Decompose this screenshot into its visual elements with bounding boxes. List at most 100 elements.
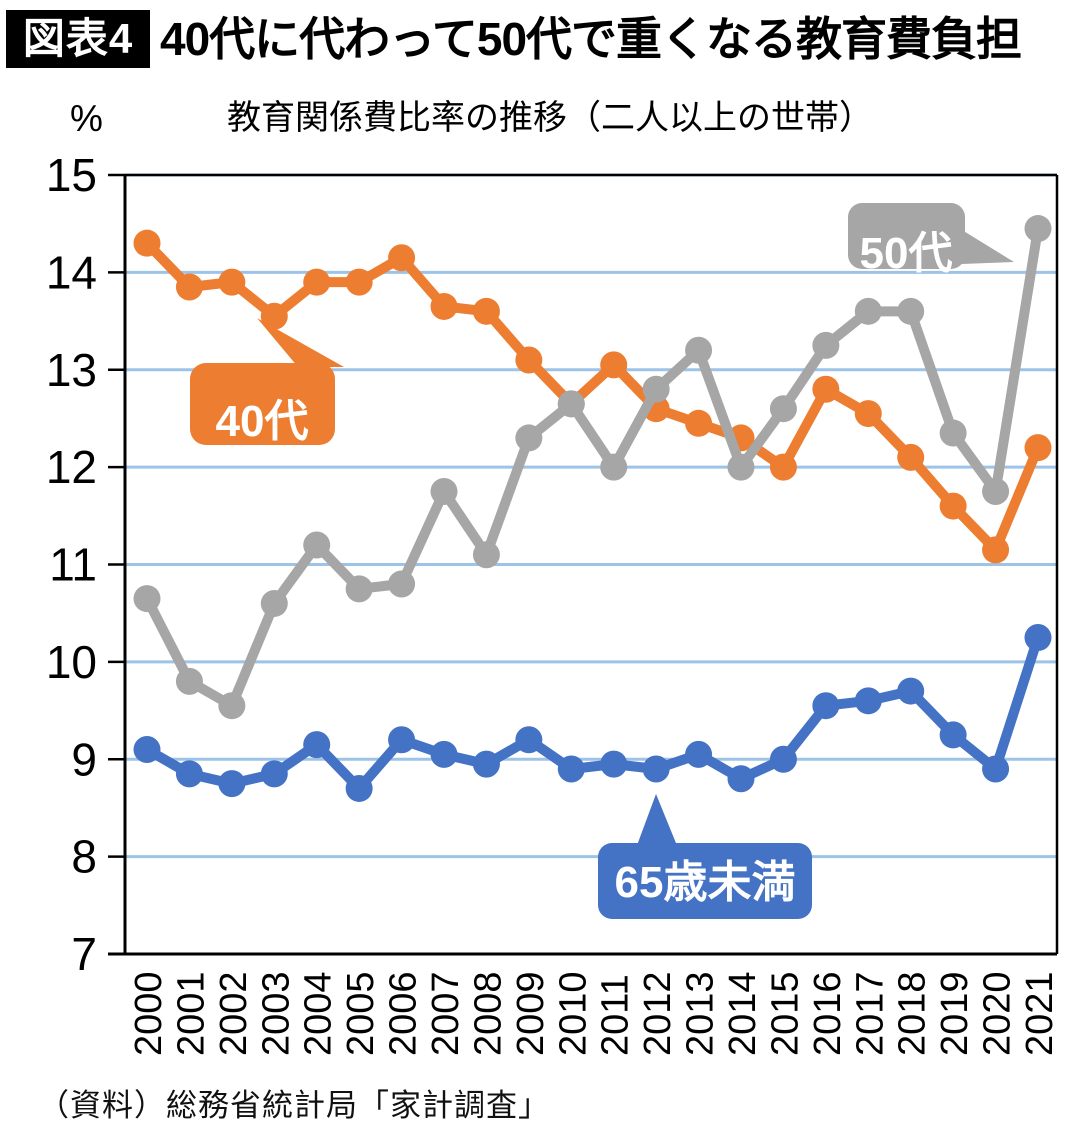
series-point-0: [685, 409, 713, 437]
callout-label-2: 65歳未満: [615, 858, 796, 907]
source-note: （資料）総務省統計局「家計調査」: [38, 1088, 550, 1123]
series-point-1: [472, 541, 500, 569]
callout-label-0: 40代: [216, 397, 309, 446]
series-point-0: [1024, 434, 1052, 462]
x-axis-label: 2016: [807, 971, 849, 1056]
x-axis-label: 2007: [425, 971, 467, 1056]
series-point-1: [685, 336, 713, 364]
x-axis-label: 2000: [128, 971, 170, 1056]
series-point-2: [1024, 624, 1052, 652]
x-axis-label: 2001: [170, 971, 212, 1056]
series-point-2: [218, 770, 246, 798]
figure-number-badge: 図表4: [6, 10, 150, 68]
x-axis-label: 2009: [510, 971, 552, 1056]
series-point-2: [472, 750, 500, 778]
x-axis-label: 2014: [722, 971, 764, 1056]
y-axis-label: 13: [46, 344, 97, 396]
series-point-1: [769, 395, 797, 423]
series-point-1: [939, 419, 967, 447]
y-axis-label: 7: [71, 928, 97, 980]
series-point-1: [982, 477, 1010, 505]
x-axis-label: 2010: [552, 971, 594, 1056]
series-point-0: [218, 268, 246, 296]
x-axis-label: 2005: [340, 971, 382, 1056]
series-point-0: [175, 273, 203, 301]
callout-pointer-0: [257, 318, 344, 367]
series-point-1: [345, 575, 373, 603]
y-axis-label: 14: [46, 246, 97, 298]
series-point-2: [685, 740, 713, 768]
series-point-0: [260, 302, 288, 330]
series-point-1: [388, 570, 416, 598]
series-point-0: [897, 443, 925, 471]
y-axis-label: 10: [46, 636, 97, 688]
series-point-0: [430, 292, 458, 320]
callout-badge-0: [190, 363, 335, 445]
series-point-1: [175, 667, 203, 695]
series-point-1: [260, 589, 288, 617]
chart-subtitle: 教育関係費比率の推移（二人以上の世帯）: [227, 99, 873, 137]
series-point-1: [600, 453, 628, 481]
x-axis-label: 2003: [255, 971, 297, 1056]
x-axis-label: 2021: [1019, 971, 1061, 1056]
series-point-1: [812, 331, 840, 359]
y-axis-label: 11: [49, 539, 97, 591]
series-point-0: [515, 346, 543, 374]
series-point-1: [430, 477, 458, 505]
x-axis-label: 2008: [467, 971, 509, 1056]
series-point-0: [939, 492, 967, 520]
x-axis-label: 2002: [213, 971, 255, 1056]
series-point-1: [515, 424, 543, 452]
x-axis-label: 2012: [637, 971, 679, 1056]
y-axis-label: 12: [46, 441, 97, 493]
series-point-2: [769, 745, 797, 773]
series-point-2: [600, 750, 628, 778]
y-axis-unit-label: %: [70, 98, 103, 139]
series-point-2: [345, 774, 373, 802]
callout-badge-1: [848, 203, 965, 269]
y-axis-label: 9: [71, 733, 97, 785]
series-point-2: [982, 755, 1010, 783]
series-point-1: [218, 692, 246, 720]
series-point-2: [133, 736, 161, 764]
callout-badge-2: [598, 843, 812, 919]
series-point-2: [515, 726, 543, 754]
x-axis-label: 2013: [680, 971, 722, 1056]
series-point-2: [897, 677, 925, 705]
series-point-0: [472, 297, 500, 325]
series-point-2: [812, 692, 840, 720]
callout-pointer-2: [636, 794, 678, 848]
series-point-0: [982, 536, 1010, 564]
series-line-2: [142, 632, 1043, 794]
series-point-0: [854, 400, 882, 428]
series-point-1: [642, 375, 670, 403]
x-axis-label: 2004: [298, 971, 340, 1056]
series-point-2: [388, 726, 416, 754]
x-axis-label: 2006: [383, 971, 425, 1056]
series-point-2: [430, 740, 458, 768]
series-point-1: [133, 585, 161, 613]
series-point-1: [557, 390, 585, 418]
series-point-2: [727, 765, 755, 793]
series-point-0: [345, 268, 373, 296]
x-axis-label: 2020: [977, 971, 1019, 1056]
x-axis-label: 2015: [764, 971, 806, 1056]
series-point-1: [854, 297, 882, 325]
series-point-0: [303, 268, 331, 296]
series-point-2: [260, 760, 288, 788]
figure-title: 40代に代わって50代で重くなる教育費負担: [160, 13, 1022, 65]
y-axis-label: 15: [46, 149, 97, 201]
series-point-0: [769, 453, 797, 481]
series-point-1: [303, 531, 331, 559]
series-point-0: [812, 375, 840, 403]
series-point-2: [854, 687, 882, 715]
series-point-0: [388, 244, 416, 272]
series-line-0: [142, 238, 1043, 555]
series-point-1: [1024, 215, 1052, 243]
x-axis-label: 2017: [849, 971, 891, 1056]
series-point-2: [175, 760, 203, 788]
x-axis-label: 2019: [934, 971, 976, 1056]
x-axis-label: 2018: [892, 971, 934, 1056]
series-point-2: [303, 731, 331, 759]
